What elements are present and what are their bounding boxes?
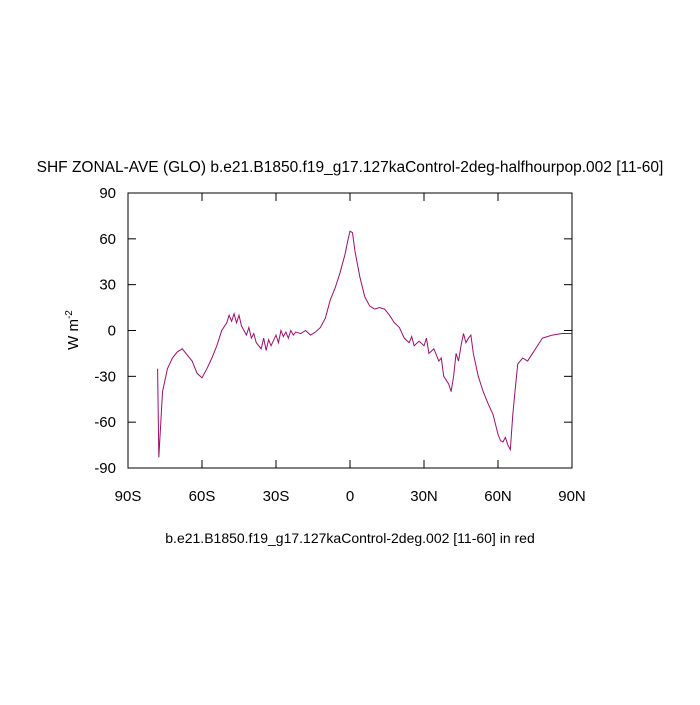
x-tick-label: 30N: [410, 488, 438, 505]
x-tick-label: 90S: [115, 488, 142, 505]
y-axis-label-sup: -2: [64, 310, 75, 319]
x-tick-label: 0: [346, 488, 354, 505]
y-axis-label: W m-2: [64, 310, 82, 350]
y-tick-label: -90: [94, 460, 116, 477]
chart-title: SHF ZONAL-AVE (GLO) b.e21.B1850.f19_g17.…: [37, 159, 664, 176]
y-tick-label: 60: [99, 231, 116, 248]
plot-frame: [127, 192, 573, 469]
y-axis-label-base: W m: [65, 319, 82, 350]
y-tick-label: -60: [94, 414, 116, 431]
x-tick-label: 90N: [558, 488, 586, 505]
x-tick-label: 60S: [189, 488, 216, 505]
x-tick-label: 60N: [484, 488, 512, 505]
y-tick-label: 0: [108, 323, 116, 340]
y-tick-label: 90: [99, 185, 116, 202]
data-line: [157, 230, 572, 458]
y-tick-label: -30: [94, 368, 116, 385]
y-tick-label: 30: [99, 277, 116, 294]
caption: b.e21.B1850.f19_g17.127kaControl-2deg.00…: [165, 530, 534, 546]
x-tick-label: 30S: [263, 488, 290, 505]
